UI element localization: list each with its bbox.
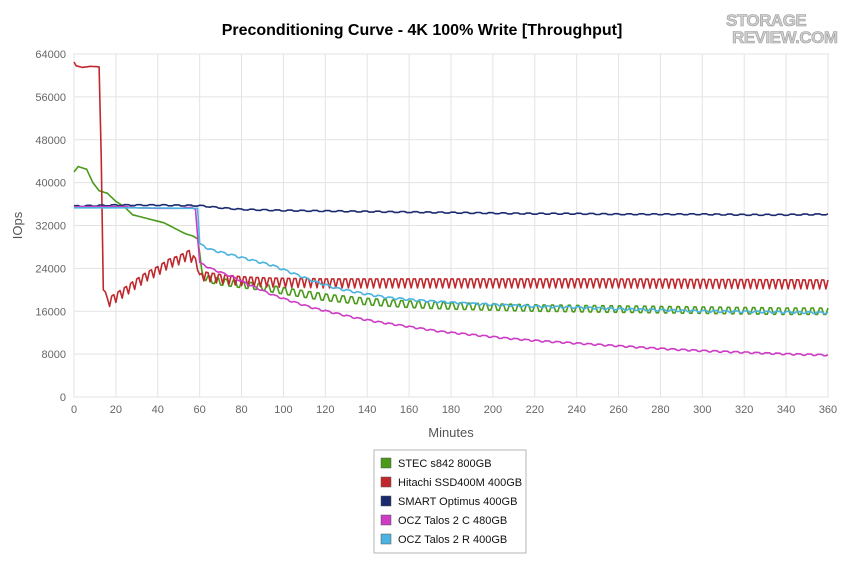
legend: STEC s842 800GB Hitachi SSD400M 400GB SMAR…	[373, 449, 527, 554]
series-line-4	[74, 207, 829, 315]
legend-label: SMART Optimus 400GB	[398, 496, 517, 508]
legend-swatch	[380, 514, 392, 526]
x-tick-label: 360	[819, 404, 837, 416]
y-tick-label: 24000	[35, 263, 66, 275]
chart-title: Preconditioning Curve - 4K 100% Write [T…	[222, 22, 623, 39]
logo-line-2: REVIEW.COM	[732, 28, 838, 47]
y-tick-label: 32000	[35, 221, 66, 233]
y-tick-label: 40000	[35, 178, 66, 190]
y-tick-label: 16000	[35, 306, 66, 318]
x-tick-label: 200	[484, 404, 502, 416]
legend-swatch	[380, 476, 392, 488]
y-tick-label: 0	[60, 392, 66, 404]
logo-line-1: STORAGE	[726, 11, 806, 30]
x-tick-label: 240	[567, 404, 585, 416]
x-tick-label: 20	[110, 404, 122, 416]
x-tick-label: 140	[358, 404, 376, 416]
legend-label: OCZ Talos 2 C 480GB	[398, 515, 507, 527]
x-tick-label: 40	[152, 404, 164, 416]
x-tick-label: 160	[400, 404, 418, 416]
x-tick-label: 60	[194, 404, 206, 416]
y-tick-label: 56000	[35, 92, 66, 104]
x-axis-label: Minutes	[428, 425, 474, 440]
x-tick-label: 340	[777, 404, 795, 416]
grid	[73, 53, 829, 398]
x-tick-label: 180	[442, 404, 460, 416]
axis-ticks: 0 20 40 60 80 100 120 140 160 180 200 220 240 260 280 3…	[35, 49, 837, 416]
logo: STORAGE REVIEW.COM	[726, 11, 839, 48]
legend-label: OCZ Talos 2 R 400GB	[398, 534, 507, 546]
y-tick-label: 64000	[35, 49, 66, 61]
x-tick-label: 300	[693, 404, 711, 416]
y-axis-label: IOps	[10, 211, 25, 239]
series-line-1	[73, 61, 829, 308]
x-tick-label: 320	[735, 404, 753, 416]
x-tick-label: 120	[316, 404, 334, 416]
legend-box	[373, 449, 527, 554]
x-tick-label: 80	[235, 404, 247, 416]
legend-label: STEC s842 800GB	[398, 458, 492, 470]
y-tick-label: 48000	[35, 135, 66, 147]
series-line-3	[74, 205, 829, 357]
legend-swatch	[380, 457, 392, 469]
y-tick-label: 8000	[42, 349, 66, 361]
legend-swatch	[380, 533, 392, 545]
series-line-2	[74, 203, 829, 217]
x-tick-label: 100	[274, 404, 292, 416]
series-lines	[73, 61, 829, 357]
legend-swatch	[380, 495, 392, 507]
x-tick-label: 0	[71, 404, 77, 416]
x-tick-label: 220	[526, 404, 544, 416]
legend-label: Hitachi SSD400M 400GB	[398, 477, 522, 489]
x-tick-label: 260	[609, 404, 627, 416]
x-tick-label: 280	[651, 404, 669, 416]
